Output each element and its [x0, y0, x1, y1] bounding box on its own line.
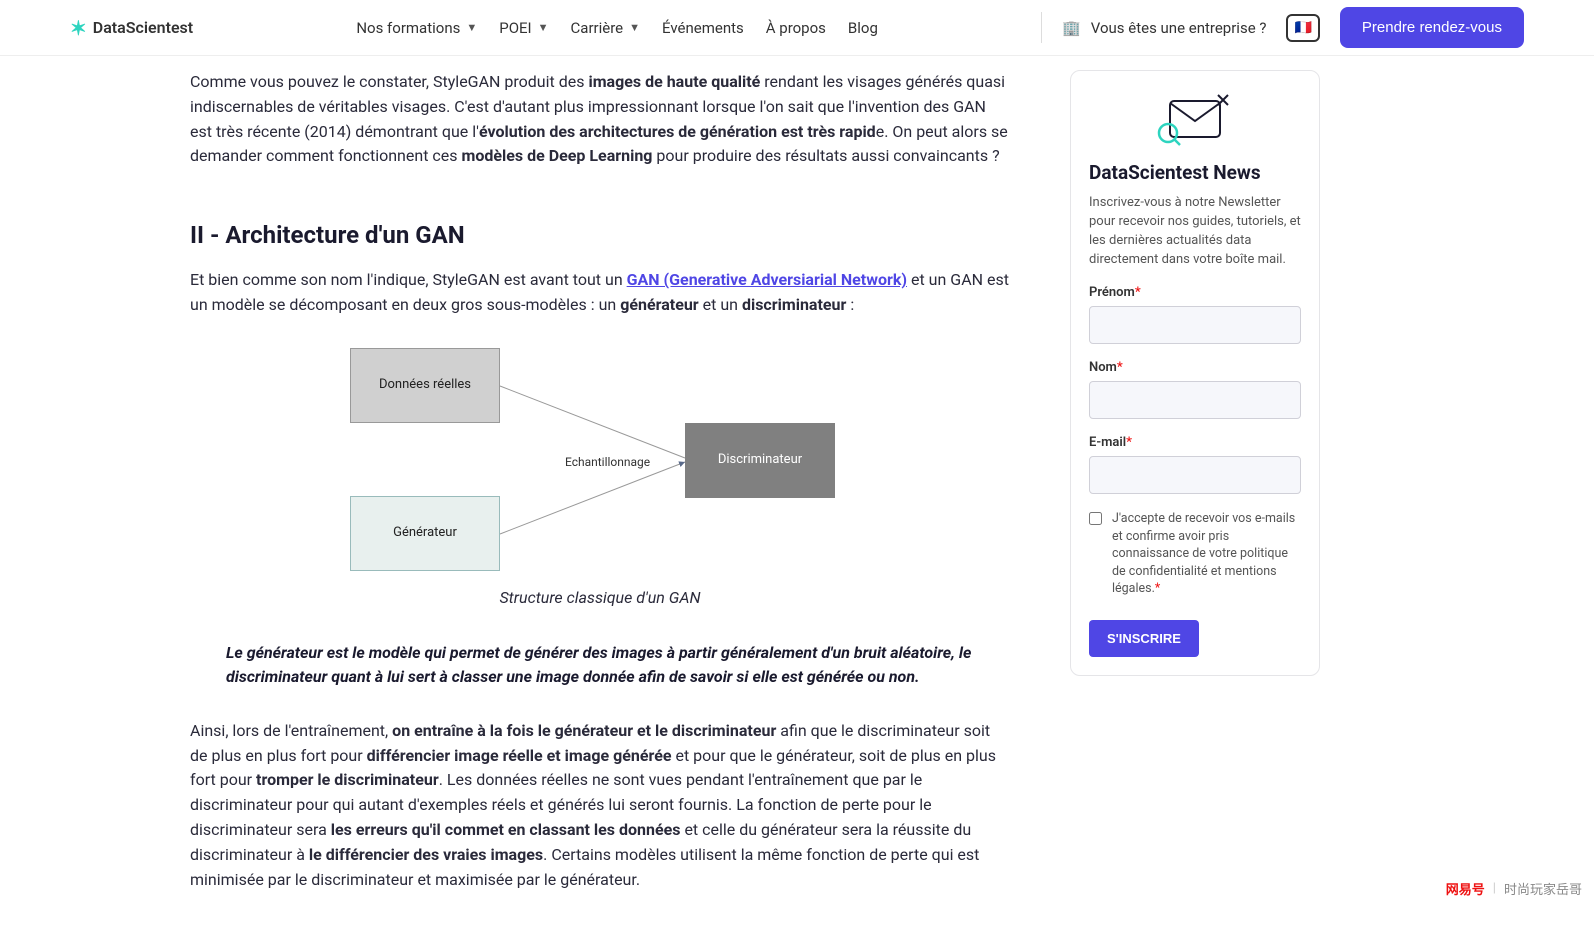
label-nom: Nom*	[1089, 360, 1301, 375]
main-nav: Nos formations▼ POEI▼ Carrière▼ Événemen…	[356, 19, 878, 37]
sidebar-desc: Inscrivez-vous à notre Newsletter pour r…	[1089, 194, 1301, 269]
chevron-down-icon: ▼	[466, 21, 477, 34]
chevron-down-icon: ▼	[538, 21, 549, 34]
section-heading: II - Architecture d'un GAN	[190, 217, 1010, 254]
consent-row: J'accepte de recevoir vos e-mails et con…	[1089, 510, 1301, 598]
article-body: Comme vous pouvez le constater, StyleGAN…	[190, 70, 1010, 908]
gan-link[interactable]: GAN (Generative Adversiarial Network)	[627, 270, 907, 289]
consent-checkbox[interactable]	[1089, 512, 1102, 525]
gan-diagram: Données réelles Générateur Discriminateu…	[350, 348, 850, 578]
nav-evenements[interactable]: Événements	[662, 19, 744, 37]
nav-poei[interactable]: POEI▼	[499, 19, 548, 37]
nav-blog[interactable]: Blog	[848, 19, 878, 37]
diagram-node-generator: Générateur	[350, 496, 500, 571]
diagram-node-discriminator: Discriminateur	[685, 423, 835, 498]
newsletter-icon	[1089, 89, 1301, 149]
chevron-down-icon: ▼	[629, 21, 640, 34]
language-selector[interactable]: 🇫🇷	[1286, 14, 1319, 42]
header: ✶ DataScientest Nos formations▼ POEI▼ Ca…	[0, 0, 1594, 56]
diagram-edge-label: Echantillonnage	[565, 453, 650, 472]
diagram-node-data: Données réelles	[350, 348, 500, 423]
cta-button[interactable]: Prendre rendez-vous	[1340, 7, 1524, 48]
label-prenom: Prénom*	[1089, 285, 1301, 300]
subscribe-button[interactable]: S'INSCRIRE	[1089, 620, 1199, 657]
logo-text: DataScientest	[93, 18, 193, 37]
building-icon: 🏢	[1062, 19, 1081, 37]
blockquote: Le générateur est le modèle qui permet d…	[190, 641, 1010, 689]
sidebar-title: DataScientest News	[1089, 161, 1301, 184]
paragraph-training: Ainsi, lors de l'entraînement, on entraî…	[190, 719, 1010, 893]
newsletter-sidebar: DataScientest News Inscrivez-vous à notr…	[1070, 70, 1320, 676]
paragraph-gan: Et bien comme son nom l'indique, StyleGA…	[190, 268, 1010, 318]
paragraph-intro: Comme vous pouvez le constater, StyleGAN…	[190, 70, 1010, 169]
input-email[interactable]	[1089, 456, 1301, 494]
diagram-caption: Structure classique d'un GAN	[190, 586, 1010, 611]
input-prenom[interactable]	[1089, 306, 1301, 344]
enterprise-link[interactable]: 🏢 Vous êtes une entreprise ?	[1062, 19, 1266, 37]
logo-icon: ✶	[70, 16, 87, 40]
watermark: 网易号 | 时尚玩家岳哥	[1446, 879, 1582, 898]
input-nom[interactable]	[1089, 381, 1301, 419]
consent-text: J'accepte de recevoir vos e-mails et con…	[1112, 510, 1301, 598]
nav-formations[interactable]: Nos formations▼	[356, 19, 477, 37]
nav-apropos[interactable]: À propos	[766, 19, 826, 37]
header-right: 🏢 Vous êtes une entreprise ? 🇫🇷 Prendre …	[1041, 12, 1524, 43]
logo[interactable]: ✶ DataScientest	[70, 16, 193, 40]
nav-carriere[interactable]: Carrière▼	[571, 19, 640, 37]
label-email: E-mail*	[1089, 435, 1301, 450]
